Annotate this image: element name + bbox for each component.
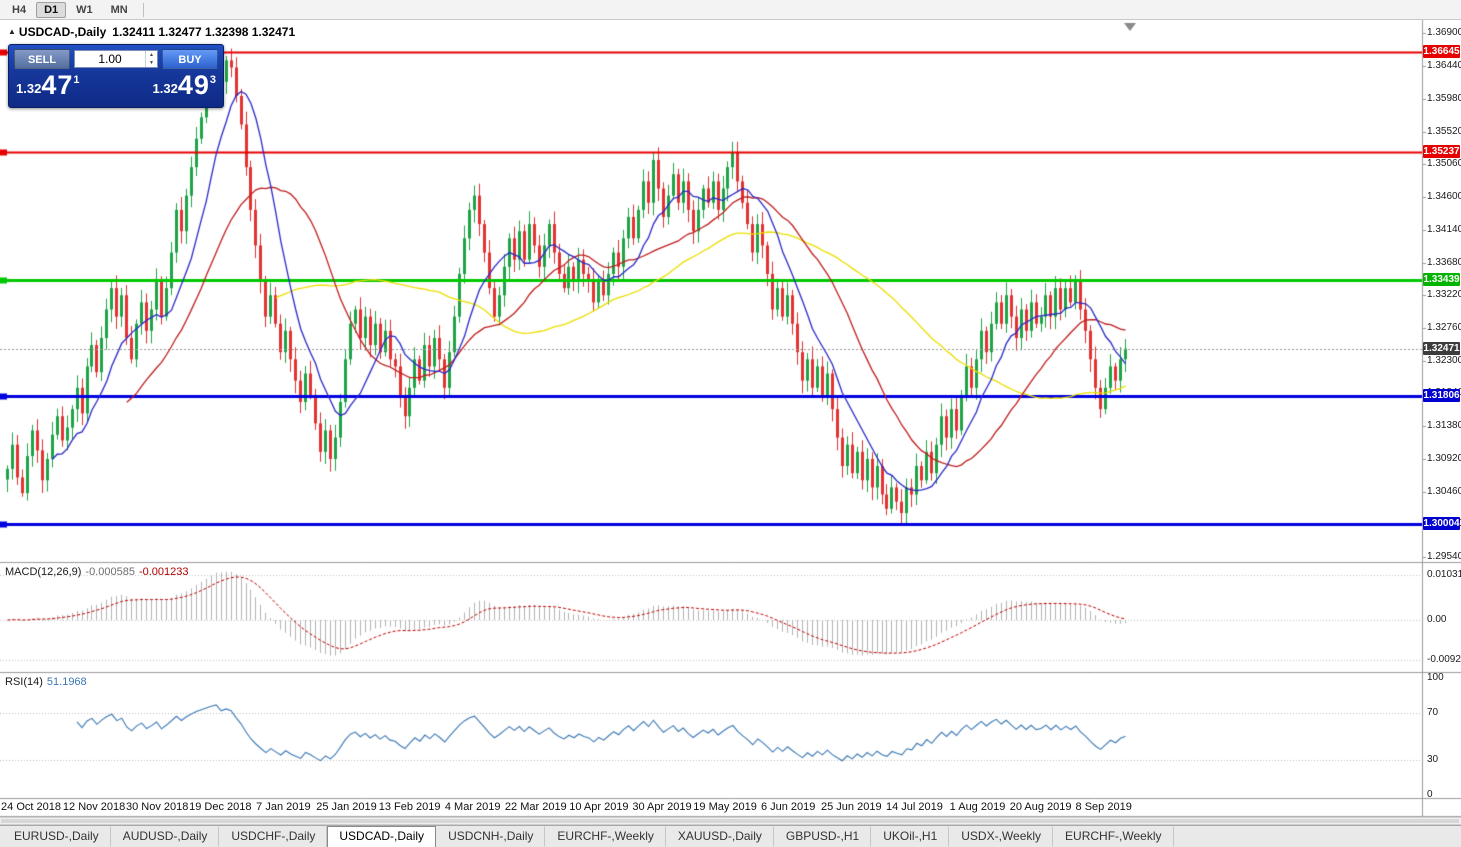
- rsi-name: RSI(14): [5, 676, 43, 688]
- rsi-label: RSI(14) 51.1968: [5, 676, 87, 688]
- macd-label: MACD(12,26,9) -0.000585 -0.001233: [5, 566, 189, 578]
- buy-button[interactable]: BUY: [162, 49, 218, 69]
- buy-price-prefix: 1.32: [152, 81, 178, 96]
- chart-symbol-label: USDCAD-,Daily: [18, 25, 107, 39]
- sell-price[interactable]: 1.32 47 1: [16, 70, 79, 100]
- chart-tab-eurchfweekly[interactable]: EURCHF-,Weekly: [545, 826, 666, 847]
- buy-price[interactable]: 1.32 49 3: [153, 70, 216, 100]
- one-click-trade-panel: SELL 1.00 ▲ ▼ BUY 1.32 47 1 1.32 49 3: [8, 44, 224, 108]
- chart-tab-eurchfweekly[interactable]: EURCHF-,Weekly: [1053, 826, 1174, 847]
- timeframe-button-mn[interactable]: MN: [110, 3, 128, 16]
- sell-button[interactable]: SELL: [14, 49, 70, 69]
- volume-spinner[interactable]: ▲ ▼: [145, 51, 157, 67]
- horizontal-scrollbar[interactable]: [0, 817, 1461, 825]
- sell-price-big: 47: [41, 70, 74, 100]
- chart-tab-usdxweekly[interactable]: USDX-,Weekly: [949, 826, 1054, 847]
- timeframe-button-h4[interactable]: H4: [12, 3, 27, 16]
- volume-input[interactable]: 1.00 ▲ ▼: [74, 50, 158, 68]
- buy-price-sup: 3: [209, 74, 216, 86]
- toolbar-separator: [142, 2, 144, 17]
- volume-down-icon[interactable]: ▼: [149, 60, 154, 66]
- scrollbar-thumb[interactable]: [1, 819, 1459, 823]
- volume-value[interactable]: 1.00: [98, 52, 122, 66]
- timeframe-button-d1[interactable]: D1: [36, 1, 67, 18]
- chart-tab-usdcnhdaily[interactable]: USDCNH-,Daily: [436, 826, 546, 847]
- chart-tab-eurusddaily[interactable]: EURUSD-,Daily: [2, 826, 111, 847]
- chart-ohlc-values: 1.32411 1.32477 1.32398 1.32471: [112, 25, 296, 39]
- chart-tabs: EURUSD-,Daily AUDUSD-,Daily USDCHF-,Daily U…: [0, 825, 1461, 847]
- trade-panel-prices: 1.32 47 1 1.32 49 3: [9, 69, 223, 100]
- timeframe-toolbar: H4 D1 W1 MN: [0, 0, 1461, 20]
- chart-tab-xauusddaily[interactable]: XAUUSD-,Daily: [666, 826, 774, 847]
- chart-title: ▲ USDCAD-,Daily 1.32411 1.32477 1.32398 1.…: [8, 25, 295, 39]
- timeframe-buttons: H4 D1 W1 MN: [4, 1, 138, 18]
- one-click-toggle-icon[interactable]: ▲: [8, 27, 16, 36]
- chart-tab-usdcaddaily[interactable]: USDCAD-,Daily: [327, 826, 437, 847]
- macd-name: MACD(12,26,9): [5, 566, 82, 578]
- trade-panel-controls: SELL 1.00 ▲ ▼ BUY: [9, 45, 223, 69]
- chart-tab-usdchfdaily[interactable]: USDCHF-,Daily: [219, 826, 328, 847]
- sell-price-prefix: 1.32: [16, 81, 42, 96]
- rsi-value: 51.1968: [46, 676, 87, 688]
- buy-price-big: 49: [177, 70, 210, 100]
- chart-tab-gbpusdh1[interactable]: GBPUSD-,H1: [774, 826, 872, 847]
- macd-main-value: -0.000585: [85, 566, 135, 578]
- chart-tab-ukoilh1[interactable]: UKOil-,H1: [871, 826, 950, 847]
- volume-up-icon[interactable]: ▲: [149, 52, 154, 58]
- chart-tab-audusddaily[interactable]: AUDUSD-,Daily: [111, 826, 220, 847]
- sell-price-sup: 1: [73, 74, 80, 86]
- timeframe-button-w1[interactable]: W1: [76, 3, 93, 16]
- macd-signal-value: -0.001233: [138, 566, 189, 578]
